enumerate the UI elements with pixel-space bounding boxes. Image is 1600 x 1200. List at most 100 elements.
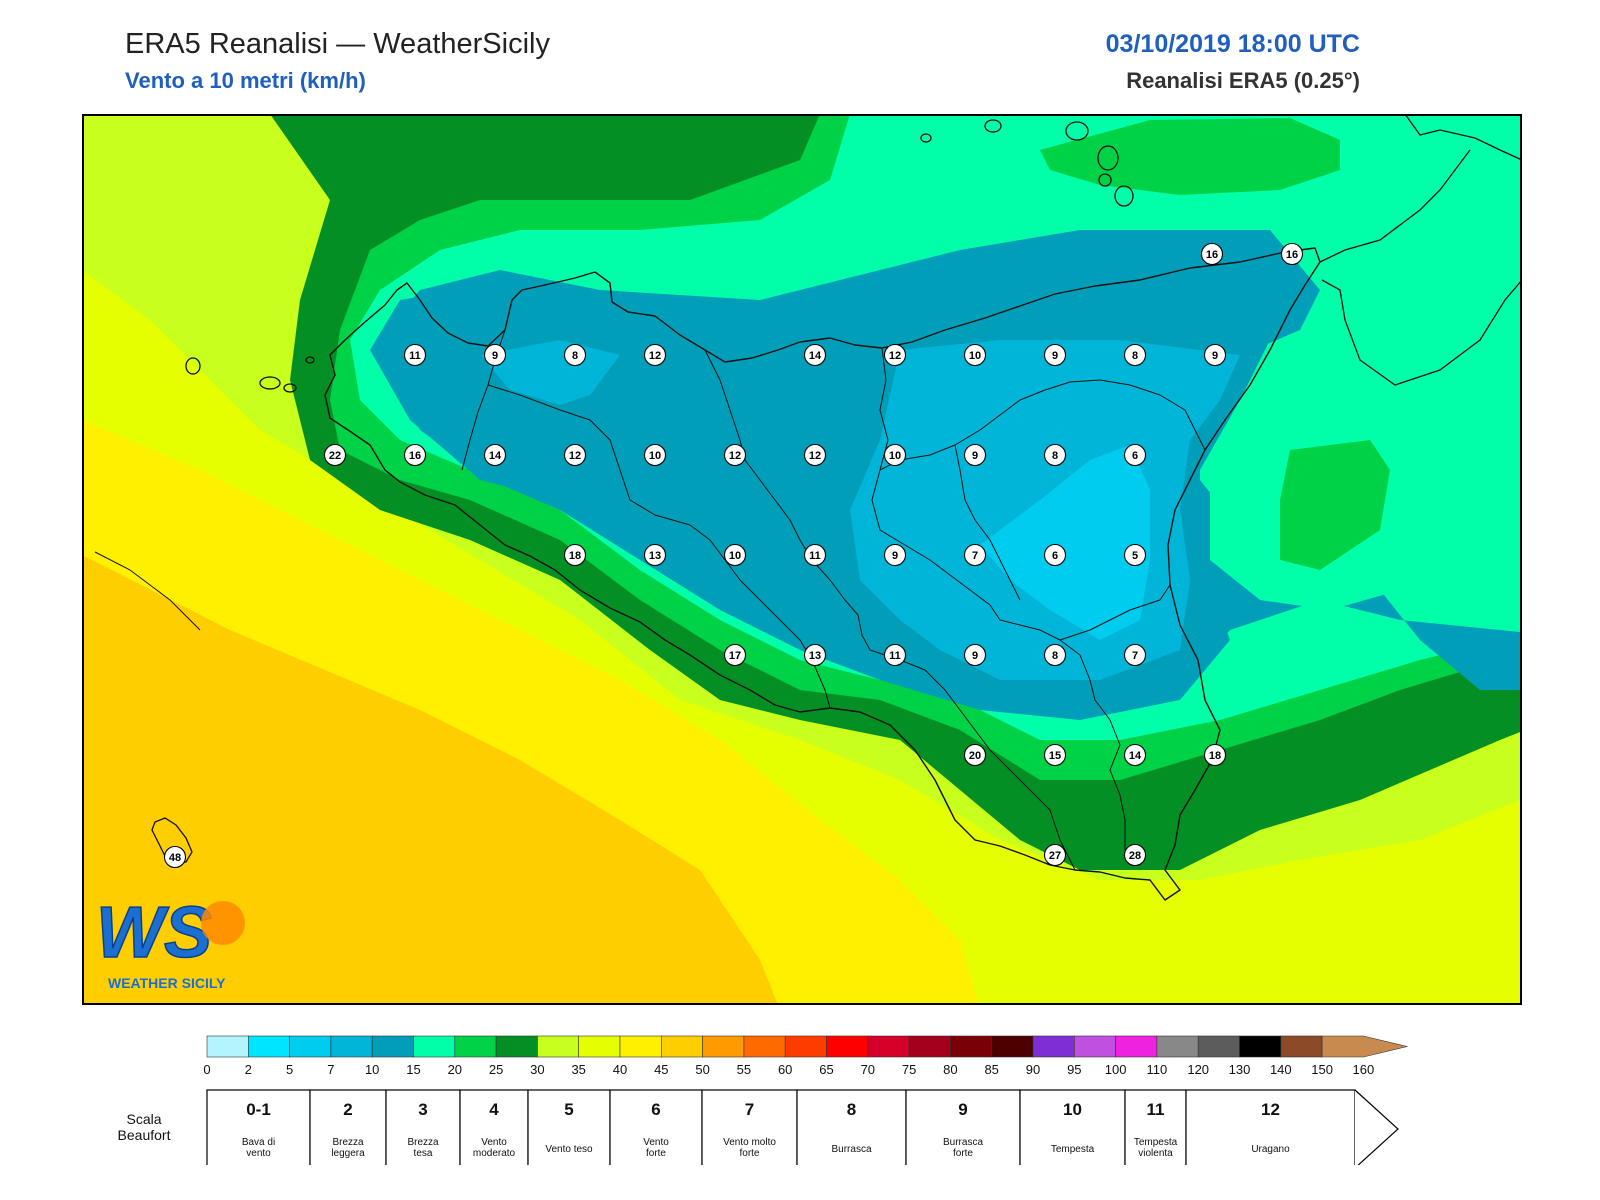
wind-speed-marker: 48 [163, 845, 187, 869]
marker-value: 8 [1052, 450, 1058, 462]
wind-speed-marker: 9 [963, 643, 987, 667]
map-title: ERA5 Reanalisi — WeatherSicily [125, 28, 550, 60]
marker-value: 28 [1129, 850, 1141, 862]
marker-circle [723, 643, 747, 667]
colorbar-swatch [1115, 1035, 1158, 1058]
colorbar-tick-label: 80 [943, 1062, 957, 1077]
beaufort-cell: 12 Uragano [1185, 1089, 1356, 1165]
wind-speed-markers: 11 9 8 12 14 12 10 9 8 9 22 16 14 12 10 12 12 10 9 8 6 18 13 10… [163, 242, 1304, 869]
colorbar-tick-label: 85 [984, 1062, 998, 1077]
marker-circle [403, 443, 427, 467]
marker-value: 10 [649, 450, 661, 462]
beaufort-description: Tempesta [1051, 1144, 1095, 1155]
wind-speed-marker: 16 [403, 443, 427, 467]
beaufort-cell-box [527, 1089, 611, 1165]
colorbar-swatch [330, 1035, 373, 1058]
marker-circle [563, 343, 587, 367]
marker-circle [1043, 843, 1067, 867]
marker-circle [963, 643, 987, 667]
marker-value: 48 [169, 852, 181, 864]
marker-value: 7 [1132, 650, 1138, 662]
colorbar-tick-label: 15 [406, 1062, 420, 1077]
wind-speed-marker: 10 [963, 343, 987, 367]
marker-circle [323, 443, 347, 467]
colorbar-swatch [1197, 1035, 1240, 1058]
colorbar-swatch [1032, 1035, 1075, 1058]
colorbar-swatch [206, 1035, 249, 1058]
marker-circle [803, 643, 827, 667]
colorbar-swatch [413, 1035, 456, 1058]
map-frame [82, 114, 1522, 1005]
marker-value: 14 [489, 450, 502, 462]
colorbar-swatch [826, 1035, 869, 1058]
wind-speed-marker: 6 [1043, 543, 1067, 567]
wind-speed-marker: 14 [803, 343, 827, 367]
wind-speed-marker: 9 [483, 343, 507, 367]
beaufort-cell: 8 Burrasca [796, 1089, 907, 1165]
beaufort-description: moderato [473, 1148, 516, 1159]
colorbar-swatch [743, 1035, 786, 1058]
beaufort-number: 12 [1261, 1100, 1280, 1119]
beaufort-number: 0-1 [246, 1100, 271, 1119]
wind-map: 11 9 8 12 14 12 10 9 8 9 22 16 14 12 10 12 12 10 9 8 6 18 13 10… [82, 114, 1522, 1005]
band-5-7 [980, 445, 1150, 640]
marker-value: 9 [492, 350, 498, 362]
marker-circle [643, 443, 667, 467]
beaufort-number: 2 [343, 1100, 352, 1119]
beaufort-cell-box [385, 1089, 461, 1165]
marker-circle [403, 343, 427, 367]
wind-speed-marker: 16 [1280, 242, 1304, 266]
marker-value: 16 [409, 450, 421, 462]
marker-circle [643, 543, 667, 567]
marker-circle [1203, 743, 1227, 767]
beaufort-cell-box [309, 1089, 387, 1165]
marker-value: 7 [972, 550, 978, 562]
wind-speed-marker: 10 [723, 543, 747, 567]
marker-circle [803, 343, 827, 367]
marker-value: 12 [729, 450, 741, 462]
colorbar-swatch [248, 1035, 290, 1058]
colorbar-swatch [454, 1035, 497, 1058]
wind-speed-marker: 6 [1123, 443, 1147, 467]
marker-circle [1280, 242, 1304, 266]
colorbar-swatch [702, 1035, 745, 1058]
marker-value: 9 [972, 650, 978, 662]
wind-speed-marker: 18 [563, 543, 587, 567]
beaufort-number: 6 [651, 1100, 660, 1119]
marker-value: 5 [1132, 550, 1138, 562]
marker-circle [963, 543, 987, 567]
colorbar-tick-label: 50 [695, 1062, 709, 1077]
marker-circle [963, 343, 987, 367]
marker-circle [1123, 743, 1147, 767]
beaufort-cell: 5 Vento teso [527, 1089, 611, 1165]
colorbar-swatch [784, 1035, 827, 1058]
beaufort-description: forte [739, 1148, 759, 1159]
wind-speed-marker: 8 [563, 343, 587, 367]
beaufort-cell-box [905, 1089, 1021, 1165]
colorbar-tick-label: 35 [571, 1062, 585, 1077]
marker-circle [643, 343, 667, 367]
wind-speed-marker: 8 [1043, 443, 1067, 467]
colorbar-swatch [495, 1035, 538, 1058]
colorbar-tick-label: 75 [902, 1062, 916, 1077]
colorbar: 0 2 5 7 10 15 20 25 30 35 40 45 50 55 60 65 70 75 80 85 90 95… [203, 1035, 1408, 1077]
wind-speed-marker: 7 [1123, 643, 1147, 667]
marker-value: 12 [569, 450, 581, 462]
marker-circle [963, 443, 987, 467]
marker-circle [883, 343, 907, 367]
beaufort-description: forte [646, 1148, 666, 1159]
beaufort-description: tesa [414, 1148, 433, 1159]
marker-value: 22 [329, 450, 341, 462]
wind-speed-marker: 8 [1043, 643, 1067, 667]
colorbar-tick-label: 160 [1353, 1062, 1375, 1077]
map-subtitle: Vento a 10 metri (km/h) [125, 68, 366, 93]
colorbar-tick-label: 65 [819, 1062, 833, 1077]
colorbar-tick-label: 20 [448, 1062, 462, 1077]
beaufort-cell-box [609, 1089, 703, 1165]
